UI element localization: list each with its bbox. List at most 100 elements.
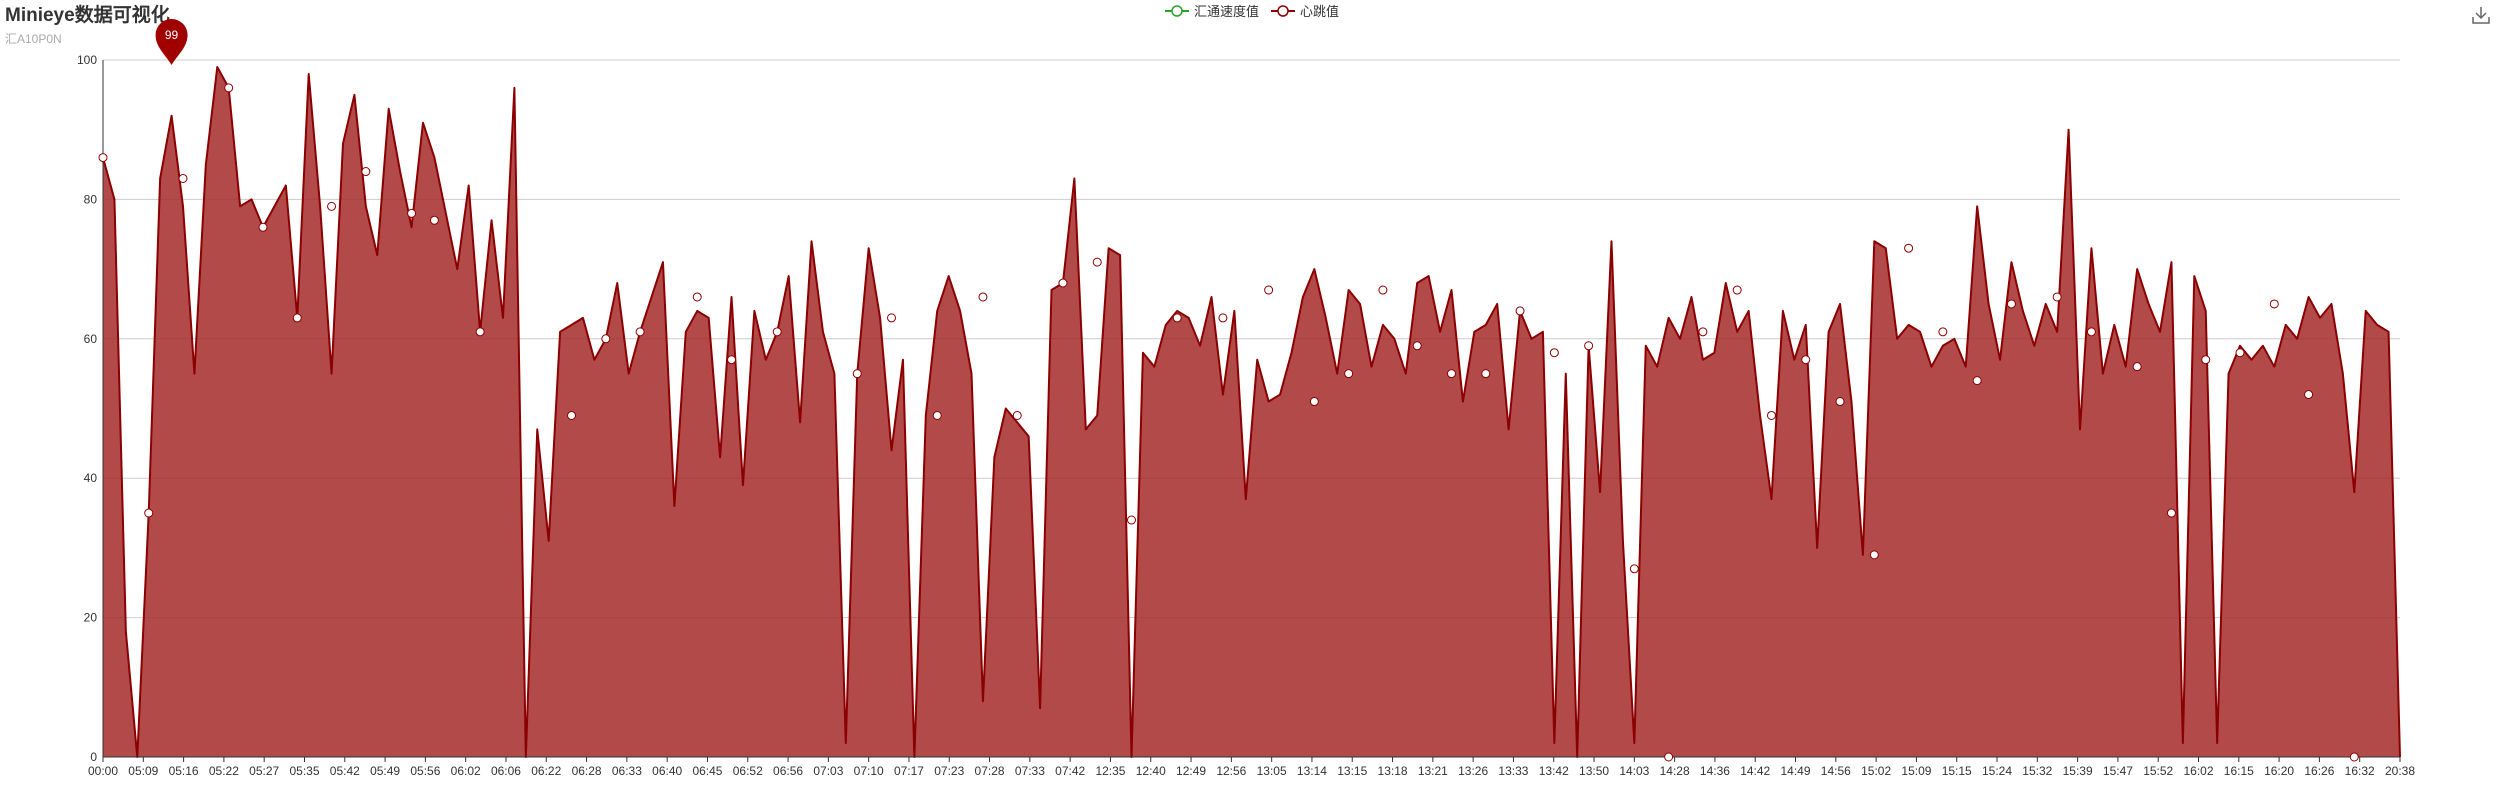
data-point-marker[interactable] xyxy=(1766,410,1776,420)
x-tick-label: 12:35 xyxy=(1095,764,1125,778)
data-point-marker[interactable] xyxy=(2269,299,2279,309)
chart-title: Minieye数据可视化 xyxy=(5,5,170,26)
data-point-marker[interactable] xyxy=(429,215,439,225)
data-point-marker[interactable] xyxy=(1515,306,1525,316)
chart-subtitle: 汇A10P0N xyxy=(5,32,62,46)
data-point-marker[interactable] xyxy=(1732,285,1742,295)
data-point-marker[interactable] xyxy=(1412,341,1422,351)
download-icon[interactable] xyxy=(2468,4,2494,26)
x-tick-label: 20:38 xyxy=(2385,764,2415,778)
data-point-marker[interactable] xyxy=(98,153,108,163)
data-point-marker[interactable] xyxy=(2052,292,2062,302)
x-tick-label: 12:49 xyxy=(1176,764,1206,778)
data-point-marker[interactable] xyxy=(1344,369,1354,379)
legend-item-heartbeat[interactable]: 心跳值 xyxy=(1271,1,1339,20)
data-point-marker[interactable] xyxy=(2086,327,2096,337)
data-point-marker[interactable] xyxy=(178,173,188,183)
x-tick-label: 07:33 xyxy=(1015,764,1045,778)
data-point-marker[interactable] xyxy=(2201,355,2211,365)
data-point-marker[interactable] xyxy=(932,410,942,420)
x-tick-label: 16:26 xyxy=(2304,764,2334,778)
x-tick-label: 05:49 xyxy=(370,764,400,778)
data-point-marker[interactable] xyxy=(1058,278,1068,288)
data-point-marker[interactable] xyxy=(887,313,897,323)
data-point-marker[interactable] xyxy=(258,222,268,232)
x-tick-label: 13:33 xyxy=(1498,764,1528,778)
data-point-marker[interactable] xyxy=(852,369,862,379)
x-tick-label: 14:28 xyxy=(1660,764,1690,778)
data-point-marker[interactable] xyxy=(567,410,577,420)
data-point-marker[interactable] xyxy=(475,327,485,337)
data-point-marker[interactable] xyxy=(1446,369,1456,379)
legend-item-speed[interactable]: 汇通速度值 xyxy=(1165,1,1259,20)
data-point-marker[interactable] xyxy=(727,355,737,365)
data-point-marker[interactable] xyxy=(144,508,154,518)
data-point-marker[interactable] xyxy=(1549,348,1559,358)
x-tick-label: 13:50 xyxy=(1579,764,1609,778)
x-tick-label: 13:21 xyxy=(1418,764,1448,778)
data-point-marker[interactable] xyxy=(2304,390,2314,400)
x-tick-label: 05:35 xyxy=(289,764,319,778)
x-tick-label: 15:02 xyxy=(1861,764,1891,778)
x-tick-label: 07:03 xyxy=(813,764,843,778)
data-point-marker[interactable] xyxy=(1801,355,1811,365)
y-tick-label: 20 xyxy=(84,611,98,625)
data-point-marker[interactable] xyxy=(978,292,988,302)
x-tick-label: 06:56 xyxy=(773,764,803,778)
data-point-marker[interactable] xyxy=(292,313,302,323)
data-point-marker[interactable] xyxy=(2166,508,2176,518)
y-tick-label: 40 xyxy=(84,471,98,485)
data-point-marker[interactable] xyxy=(1309,397,1319,407)
data-point-marker[interactable] xyxy=(1869,550,1879,560)
x-tick-label: 14:36 xyxy=(1700,764,1730,778)
x-tick-label: 05:09 xyxy=(128,764,158,778)
y-tick-label: 60 xyxy=(84,332,98,346)
data-point-marker[interactable] xyxy=(601,334,611,344)
x-tick-label: 06:52 xyxy=(733,764,763,778)
x-tick-label: 13:18 xyxy=(1378,764,1408,778)
data-point-marker[interactable] xyxy=(1172,313,1182,323)
data-point-marker[interactable] xyxy=(1698,327,1708,337)
data-point-marker[interactable] xyxy=(2349,752,2359,762)
x-tick-label: 15:52 xyxy=(2143,764,2173,778)
data-point-marker[interactable] xyxy=(407,208,417,218)
data-point-marker[interactable] xyxy=(635,327,645,337)
x-tick-label: 15:09 xyxy=(1901,764,1931,778)
x-tick-label: 14:42 xyxy=(1740,764,1770,778)
y-tick-label: 0 xyxy=(90,750,97,764)
axis-layer: 0 20 40 60 80 100 00:00 05:09 05:16 05:22 05:27 05:… xyxy=(77,53,2415,778)
legend-line-circle-icon xyxy=(1165,4,1189,17)
data-point-marker[interactable] xyxy=(1012,410,1022,420)
data-point-marker[interactable] xyxy=(1972,376,1982,386)
x-tick-label: 14:03 xyxy=(1619,764,1649,778)
data-point-marker[interactable] xyxy=(2006,299,2016,309)
data-point-marker[interactable] xyxy=(1938,327,1948,337)
x-tick-label: 14:56 xyxy=(1821,764,1851,778)
x-tick-label: 16:15 xyxy=(2224,764,2254,778)
data-point-marker[interactable] xyxy=(2235,348,2245,358)
data-point-marker[interactable] xyxy=(1904,243,1914,253)
data-point-marker[interactable] xyxy=(1127,515,1137,525)
data-point-marker[interactable] xyxy=(1218,313,1228,323)
data-point-marker[interactable] xyxy=(1481,369,1491,379)
data-point-marker[interactable] xyxy=(361,167,371,177)
x-tick-label: 06:40 xyxy=(652,764,682,778)
data-point-marker[interactable] xyxy=(1264,285,1274,295)
data-point-marker[interactable] xyxy=(1092,257,1102,267)
data-point-marker[interactable] xyxy=(1584,341,1594,351)
data-point-marker[interactable] xyxy=(692,292,702,302)
x-tick-label: 07:28 xyxy=(975,764,1005,778)
data-point-marker[interactable] xyxy=(327,201,337,211)
data-point-marker[interactable] xyxy=(2132,362,2142,372)
data-point-marker[interactable] xyxy=(1629,564,1639,574)
data-point-marker[interactable] xyxy=(1835,397,1845,407)
x-tick-label: 07:17 xyxy=(894,764,924,778)
x-tick-label: 06:28 xyxy=(572,764,602,778)
data-point-marker[interactable] xyxy=(772,327,782,337)
data-point-marker[interactable] xyxy=(1664,752,1674,762)
legend-label-heartbeat: 心跳值 xyxy=(1300,4,1340,19)
data-point-marker[interactable] xyxy=(1378,285,1388,295)
x-tick-label: 13:26 xyxy=(1458,764,1488,778)
x-tick-label: 06:02 xyxy=(451,764,481,778)
data-point-marker[interactable] xyxy=(224,83,234,93)
